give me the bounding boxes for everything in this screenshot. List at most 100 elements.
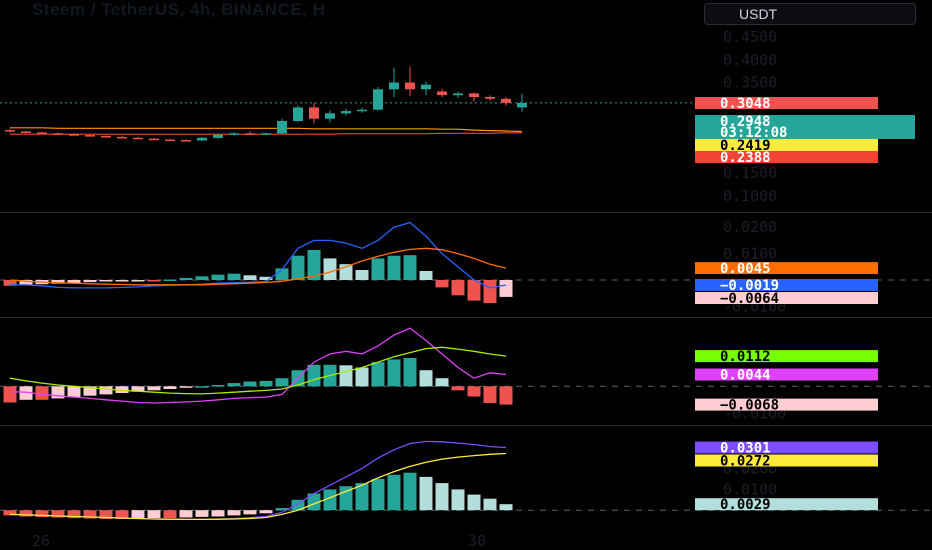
histogram-bar bbox=[3, 510, 17, 516]
candle-body bbox=[37, 132, 47, 134]
histogram-bar bbox=[371, 362, 385, 387]
histogram-bar bbox=[483, 280, 497, 304]
value-badge-text: 0.0045 bbox=[720, 261, 771, 277]
candle-body bbox=[277, 121, 287, 134]
histogram-bar bbox=[499, 386, 513, 405]
value-badge bbox=[695, 441, 878, 454]
histogram-bar bbox=[115, 280, 129, 282]
histogram-bar bbox=[35, 386, 49, 400]
histogram-bar bbox=[179, 386, 193, 388]
histogram-bar bbox=[19, 510, 33, 517]
histogram-bar bbox=[115, 510, 129, 519]
histogram-bar bbox=[51, 510, 65, 518]
y-tick-label: 0.0100 bbox=[723, 480, 777, 498]
candle-body bbox=[5, 130, 15, 132]
value-badge-text: 0.0112 bbox=[720, 349, 771, 365]
value-badge-text: 0.2388 bbox=[720, 150, 771, 166]
histogram-bar bbox=[435, 483, 449, 511]
y-tick-label: 0.1000 bbox=[723, 187, 777, 205]
histogram-bar bbox=[35, 510, 49, 518]
candle-body bbox=[405, 82, 415, 90]
histogram-bar bbox=[307, 493, 321, 511]
histogram-bar bbox=[195, 510, 209, 517]
indicator-line-b bbox=[9, 247, 507, 286]
histogram-bar bbox=[163, 510, 177, 519]
candle-body bbox=[181, 140, 191, 142]
value-badge-text: 0.2419 bbox=[720, 138, 771, 154]
histogram-bar bbox=[467, 280, 481, 301]
histogram-bar bbox=[435, 280, 449, 288]
value-badge-text: 0.0301 bbox=[720, 441, 771, 457]
candle-body bbox=[453, 93, 463, 96]
candle-body bbox=[117, 136, 127, 139]
candle-body bbox=[133, 137, 143, 140]
chart-title: Steem / TetherUS, 4h, BINANCE, H bbox=[32, 0, 326, 19]
indicator-line-a bbox=[9, 327, 507, 404]
histogram-bar bbox=[467, 386, 481, 397]
y-tick-label: 0.3500 bbox=[723, 74, 777, 92]
value-badge-text: 0.2948 bbox=[720, 114, 771, 130]
histogram-bar bbox=[259, 276, 273, 280]
value-badge bbox=[695, 262, 878, 275]
candle-body bbox=[197, 137, 207, 141]
candle-body bbox=[21, 131, 31, 133]
histogram-bar bbox=[355, 367, 369, 387]
value-badge bbox=[695, 454, 878, 467]
histogram-bar bbox=[67, 386, 81, 398]
histogram-bar bbox=[259, 380, 273, 387]
histogram-bar bbox=[211, 274, 225, 280]
histogram-bar bbox=[403, 358, 417, 387]
currency-button[interactable]: USDT bbox=[704, 3, 916, 25]
candle-body bbox=[165, 139, 175, 142]
histogram-bar bbox=[451, 489, 465, 511]
candle-body bbox=[373, 89, 383, 110]
histogram-bar bbox=[499, 280, 513, 297]
histogram-bar bbox=[131, 510, 145, 519]
histogram-bar bbox=[275, 268, 289, 280]
histogram-bar bbox=[387, 359, 401, 387]
histogram-bar bbox=[67, 510, 81, 519]
histogram-bar bbox=[211, 510, 225, 517]
histogram-bar bbox=[99, 386, 113, 395]
histogram-bar bbox=[179, 277, 193, 280]
histogram-bar bbox=[3, 386, 17, 403]
indicator-line-a bbox=[10, 221, 507, 289]
histogram-bar bbox=[371, 478, 385, 511]
value-badge-text: −0.0064 bbox=[720, 291, 779, 307]
value-badge bbox=[695, 292, 878, 304]
histogram-bar bbox=[99, 510, 113, 519]
candle-body bbox=[437, 91, 447, 96]
candle-body bbox=[213, 134, 223, 138]
y-tick-label: 0.0100 bbox=[723, 245, 777, 263]
candle-body bbox=[261, 133, 271, 135]
y-tick-label: 0.4500 bbox=[723, 28, 777, 46]
histogram-bar bbox=[163, 279, 177, 281]
candle-body bbox=[53, 133, 63, 135]
histogram-bar bbox=[115, 386, 129, 393]
candle-body bbox=[149, 138, 159, 141]
indicator-line-b bbox=[9, 452, 507, 521]
value-badge bbox=[695, 115, 915, 139]
histogram-bar bbox=[451, 386, 465, 391]
histogram-bar bbox=[147, 280, 161, 282]
histogram-bar bbox=[3, 280, 17, 286]
value-badge-text: −0.0019 bbox=[720, 278, 779, 294]
value-badge-text: −0.0068 bbox=[720, 398, 779, 414]
histogram-bar bbox=[467, 494, 481, 511]
histogram-bar bbox=[243, 510, 257, 515]
candle-body bbox=[485, 97, 495, 99]
countdown-text: 03:12:08 bbox=[720, 125, 787, 141]
histogram-bar bbox=[403, 472, 417, 511]
histogram-bar bbox=[211, 385, 225, 387]
candle-body bbox=[309, 107, 319, 119]
histogram-bar bbox=[355, 270, 369, 280]
y-tick-label: 0.4000 bbox=[723, 51, 777, 69]
histogram-bar bbox=[179, 510, 193, 518]
candle-body bbox=[469, 93, 479, 97]
histogram-bar bbox=[83, 386, 97, 396]
histogram-bar bbox=[19, 386, 33, 400]
value-badge bbox=[695, 97, 878, 109]
histogram-bar bbox=[83, 510, 97, 519]
value-badge bbox=[695, 498, 878, 511]
